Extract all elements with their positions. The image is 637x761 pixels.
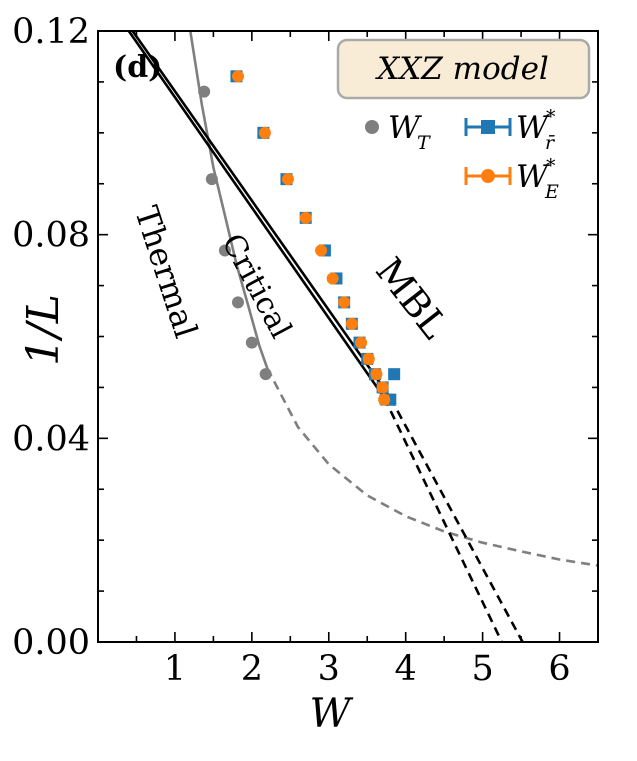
- data-point-circle: [378, 393, 391, 406]
- data-point-circle: [232, 70, 244, 83]
- panel-label: (d): [113, 50, 162, 85]
- axis-ticks: 1 2 3 4 5 6 0.00 0.04 0.08 0.12: [12, 12, 599, 689]
- x-tick-label: 4: [395, 649, 417, 689]
- region-label-thermal: Thermal: [127, 202, 205, 343]
- legend-label-sub: r̄: [545, 132, 556, 154]
- legend-label-sup: *: [546, 106, 556, 128]
- region-label-critical: Critical: [214, 228, 298, 344]
- x-tick-label: 6: [548, 649, 570, 689]
- data-point-circle: [370, 368, 383, 381]
- data-point-circle: [198, 85, 211, 98]
- data-point-circle: [355, 336, 368, 349]
- data-point-circle: [282, 173, 294, 186]
- region-labels: Thermal Critical MBL: [127, 202, 456, 347]
- y-tick-label: 0.08: [12, 216, 90, 256]
- legend-label-sup: *: [546, 155, 556, 177]
- x-tick-label: 3: [318, 649, 340, 689]
- data-point-circle: [376, 381, 389, 394]
- fit-line-fit_e_solid: [127, 31, 386, 399]
- data-point-circle: [259, 368, 272, 381]
- data-points: [198, 70, 401, 406]
- data-point-circle: [299, 211, 312, 224]
- data-point-circle: [218, 244, 231, 257]
- x-tick-label: 5: [471, 649, 493, 689]
- data-point-circle: [232, 296, 244, 309]
- fit-line-fit_e_dashed: [383, 397, 503, 642]
- data-point-circle: [315, 244, 328, 257]
- data-point-circle: [362, 352, 375, 365]
- legend-marker: [481, 120, 495, 134]
- chart-title: XXZ model: [375, 51, 549, 87]
- data-point-square: [388, 368, 401, 381]
- y-tick-label: 0.04: [12, 419, 90, 459]
- fit-line-fit_r_dashed: [389, 396, 524, 642]
- fit-curves: [127, 31, 598, 642]
- y-tick-label: 0.00: [12, 623, 90, 663]
- title-box: XXZ model: [336, 38, 591, 100]
- data-point-circle: [338, 296, 351, 309]
- fit-line-fit_r_solid: [131, 31, 392, 399]
- legend-label: W: [516, 110, 550, 146]
- data-point-circle: [326, 272, 339, 285]
- y-tick-label: 0.12: [12, 12, 90, 52]
- legend: WT W*r̄W*E: [365, 106, 559, 203]
- y-axis-title: 1/L: [18, 294, 69, 366]
- fit-line-gray_dashed: [266, 367, 598, 567]
- legend-label-sub: E: [544, 181, 559, 203]
- legend-label: W: [388, 110, 422, 146]
- data-point-circle: [345, 317, 358, 330]
- data-point-circle: [205, 173, 218, 186]
- data-point-circle: [258, 126, 271, 139]
- data-point-circle: [245, 336, 258, 349]
- region-label-mbl: MBL: [367, 250, 456, 347]
- fit-line-gray_solid: [189, 31, 269, 369]
- x-tick-label: 1: [164, 649, 186, 689]
- legend-label-sub: T: [417, 132, 431, 154]
- legend-marker: [365, 120, 379, 134]
- x-tick-label: 2: [241, 649, 263, 689]
- legend-marker: [481, 169, 495, 183]
- x-axis-title: W: [309, 691, 353, 737]
- legend-label: W: [516, 159, 550, 195]
